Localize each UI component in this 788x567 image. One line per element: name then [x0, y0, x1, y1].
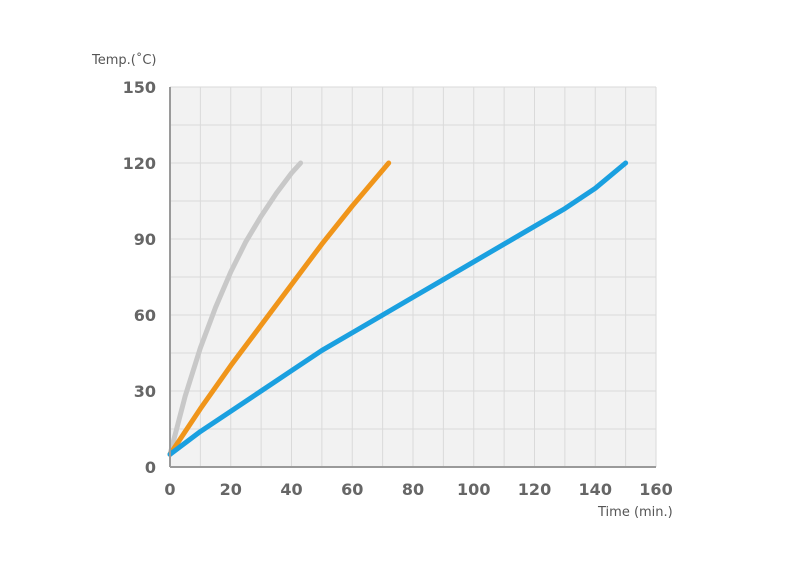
series-line-blue: [167, 160, 629, 457]
y-tick-label: 90: [134, 230, 156, 249]
x-tick-label: 20: [220, 480, 242, 499]
x-tick-label: 120: [518, 480, 551, 499]
grid: [170, 86, 657, 467]
series-line-gray: [167, 160, 304, 457]
y-tick-label: 0: [145, 458, 156, 477]
x-tick-label: 40: [280, 480, 302, 499]
series-line-orange: [167, 160, 392, 457]
y-tick-label: 120: [123, 154, 156, 173]
tick-labels: 0 20 40 60 80 100 120 140 160 0 30 60 90 120 150: [123, 78, 673, 499]
x-axis-title: Time (min.): [597, 505, 673, 520]
y-tick-label: 30: [134, 382, 156, 401]
y-tick-label: 150: [123, 78, 156, 97]
x-tick-label: 160: [639, 480, 672, 499]
x-tick-label: 60: [341, 480, 363, 499]
y-axis-title: Temp.(˚C): [91, 52, 157, 68]
x-tick-label: 80: [402, 480, 424, 499]
x-tick-label: 0: [164, 480, 175, 499]
x-tick-label: 100: [457, 480, 490, 499]
series-lines: [167, 160, 629, 457]
y-tick-label: 60: [134, 306, 156, 325]
x-tick-label: 140: [579, 480, 612, 499]
